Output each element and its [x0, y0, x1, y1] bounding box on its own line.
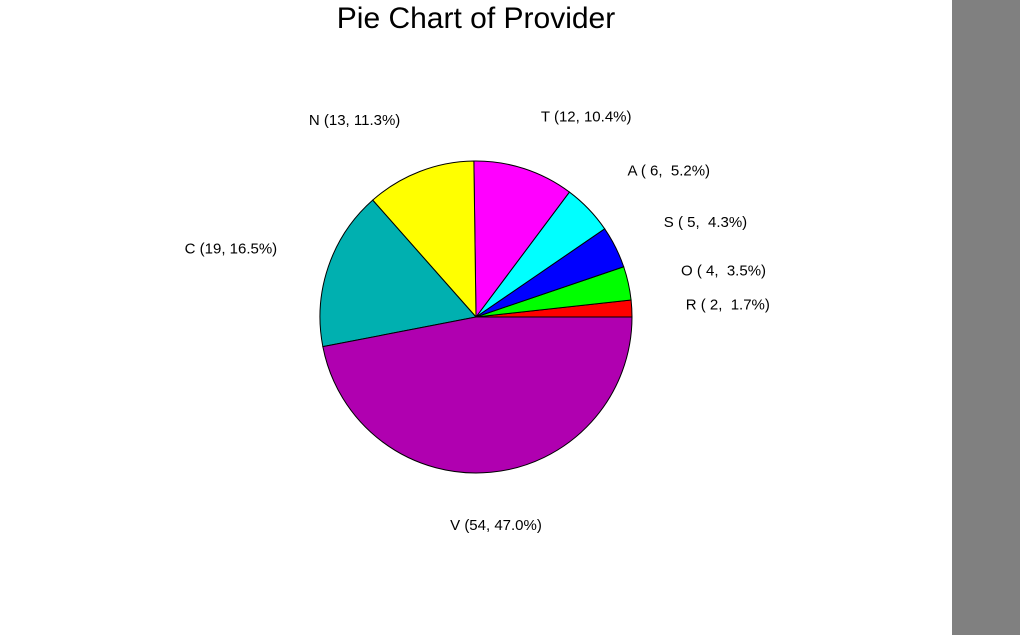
pie-slice-t — [473, 160, 571, 319]
slice-label-o: O ( 4, 3.5%) — [681, 262, 766, 279]
plot-area: Pie Chart of Provider R ( 2, 1.7%) O ( 4,… — [184, 2, 770, 534]
pie-chart: R ( 2, 1.7%) O ( 4, 3.5%) S ( 5, 4.3%) A ( … — [185, 108, 770, 534]
slice-label-t: T (12, 10.4%) — [541, 108, 632, 125]
pie-slices — [319, 160, 633, 474]
slice-label-v: V (54, 47.0%) — [450, 517, 542, 534]
pie-labels: R ( 2, 1.7%) O ( 4, 3.5%) S ( 5, 4.3%) A ( … — [185, 108, 770, 534]
pie-slice-v — [322, 316, 633, 474]
slice-label-c: C (19, 16.5%) — [185, 240, 278, 257]
pie-slice-c — [319, 199, 477, 348]
chart-title: Pie Chart of Provider — [336, 2, 616, 35]
slice-label-n: N (13, 11.3%) — [309, 112, 400, 129]
slice-label-r: R ( 2, 1.7%) — [686, 296, 770, 313]
side-panel — [952, 0, 1020, 635]
slice-label-a: A ( 6, 5.2%) — [628, 163, 711, 180]
pie-slice-n — [371, 160, 477, 319]
slice-label-s: S ( 5, 4.3%) — [664, 214, 747, 231]
